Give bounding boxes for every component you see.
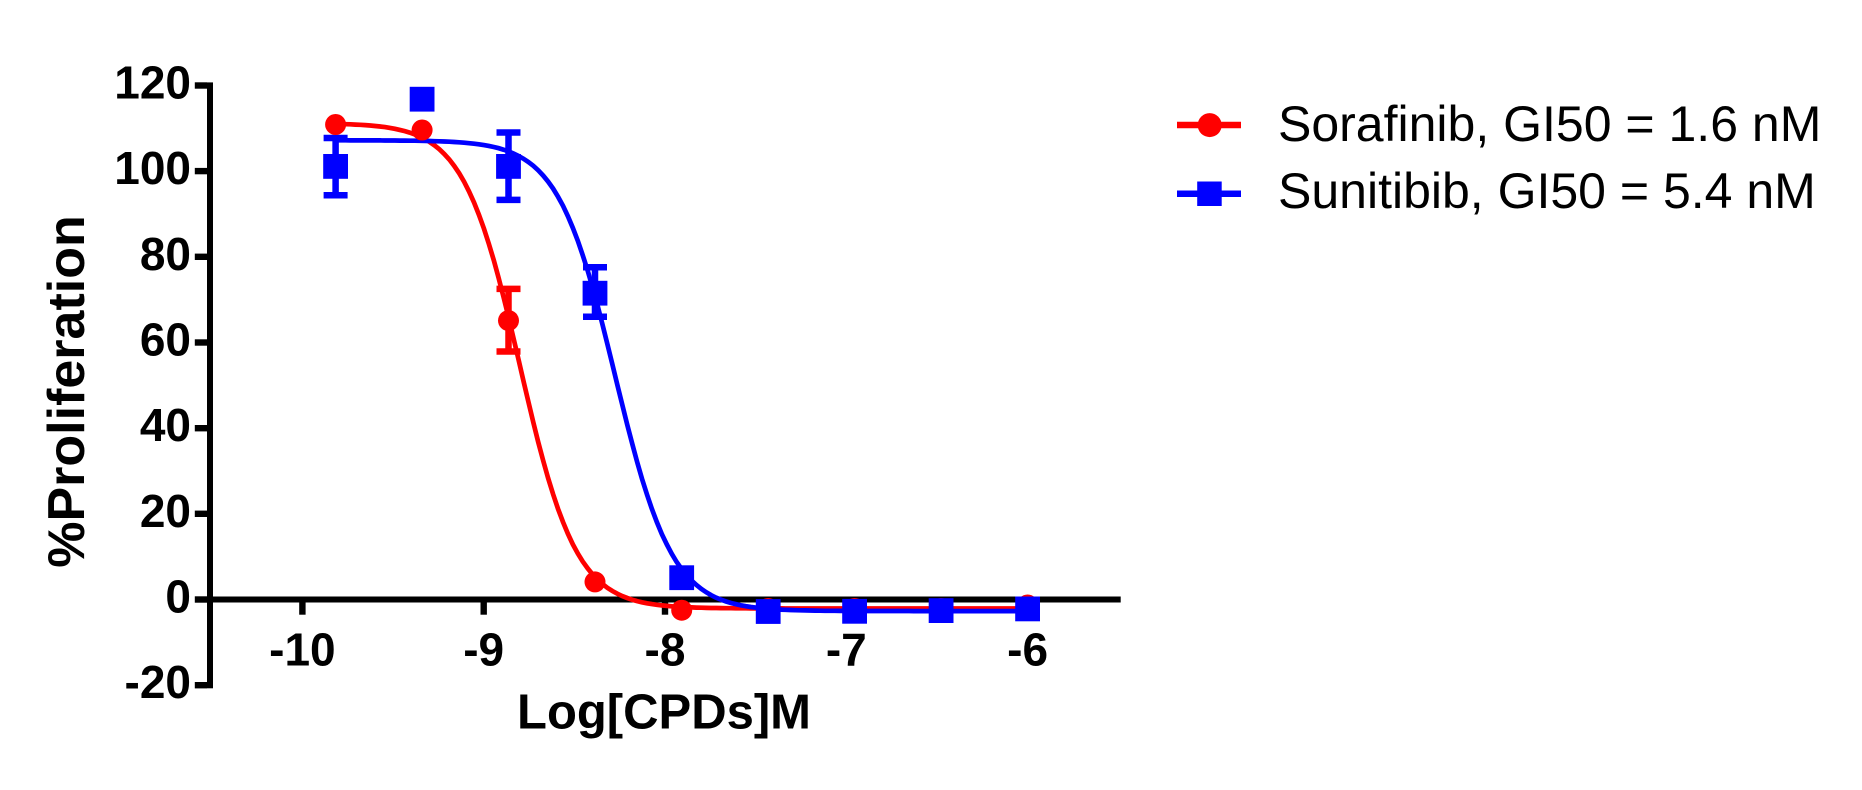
svg-text:40: 40: [140, 399, 191, 451]
svg-text:120: 120: [114, 57, 191, 109]
svg-text:20: 20: [140, 485, 191, 537]
svg-text:100: 100: [114, 142, 191, 194]
svg-text:-8: -8: [645, 623, 686, 675]
svg-text:-20: -20: [125, 656, 191, 708]
svg-text:Log[CPDs]M: Log[CPDs]M: [517, 686, 811, 740]
svg-text:Sorafinib, GI50 = 1.6 nM: Sorafinib, GI50 = 1.6 nM: [1278, 96, 1821, 152]
svg-text:Sunitibib, GI50 = 5.4 nM: Sunitibib, GI50 = 5.4 nM: [1278, 163, 1816, 219]
svg-text:0: 0: [165, 571, 191, 623]
svg-text:-10: -10: [269, 623, 335, 675]
svg-text:-7: -7: [826, 623, 867, 675]
svg-text:-6: -6: [1007, 623, 1048, 675]
svg-text:%Proliferation: %Proliferation: [38, 215, 96, 568]
svg-text:80: 80: [140, 228, 191, 280]
svg-text:60: 60: [140, 314, 191, 366]
svg-text:-9: -9: [463, 623, 504, 675]
